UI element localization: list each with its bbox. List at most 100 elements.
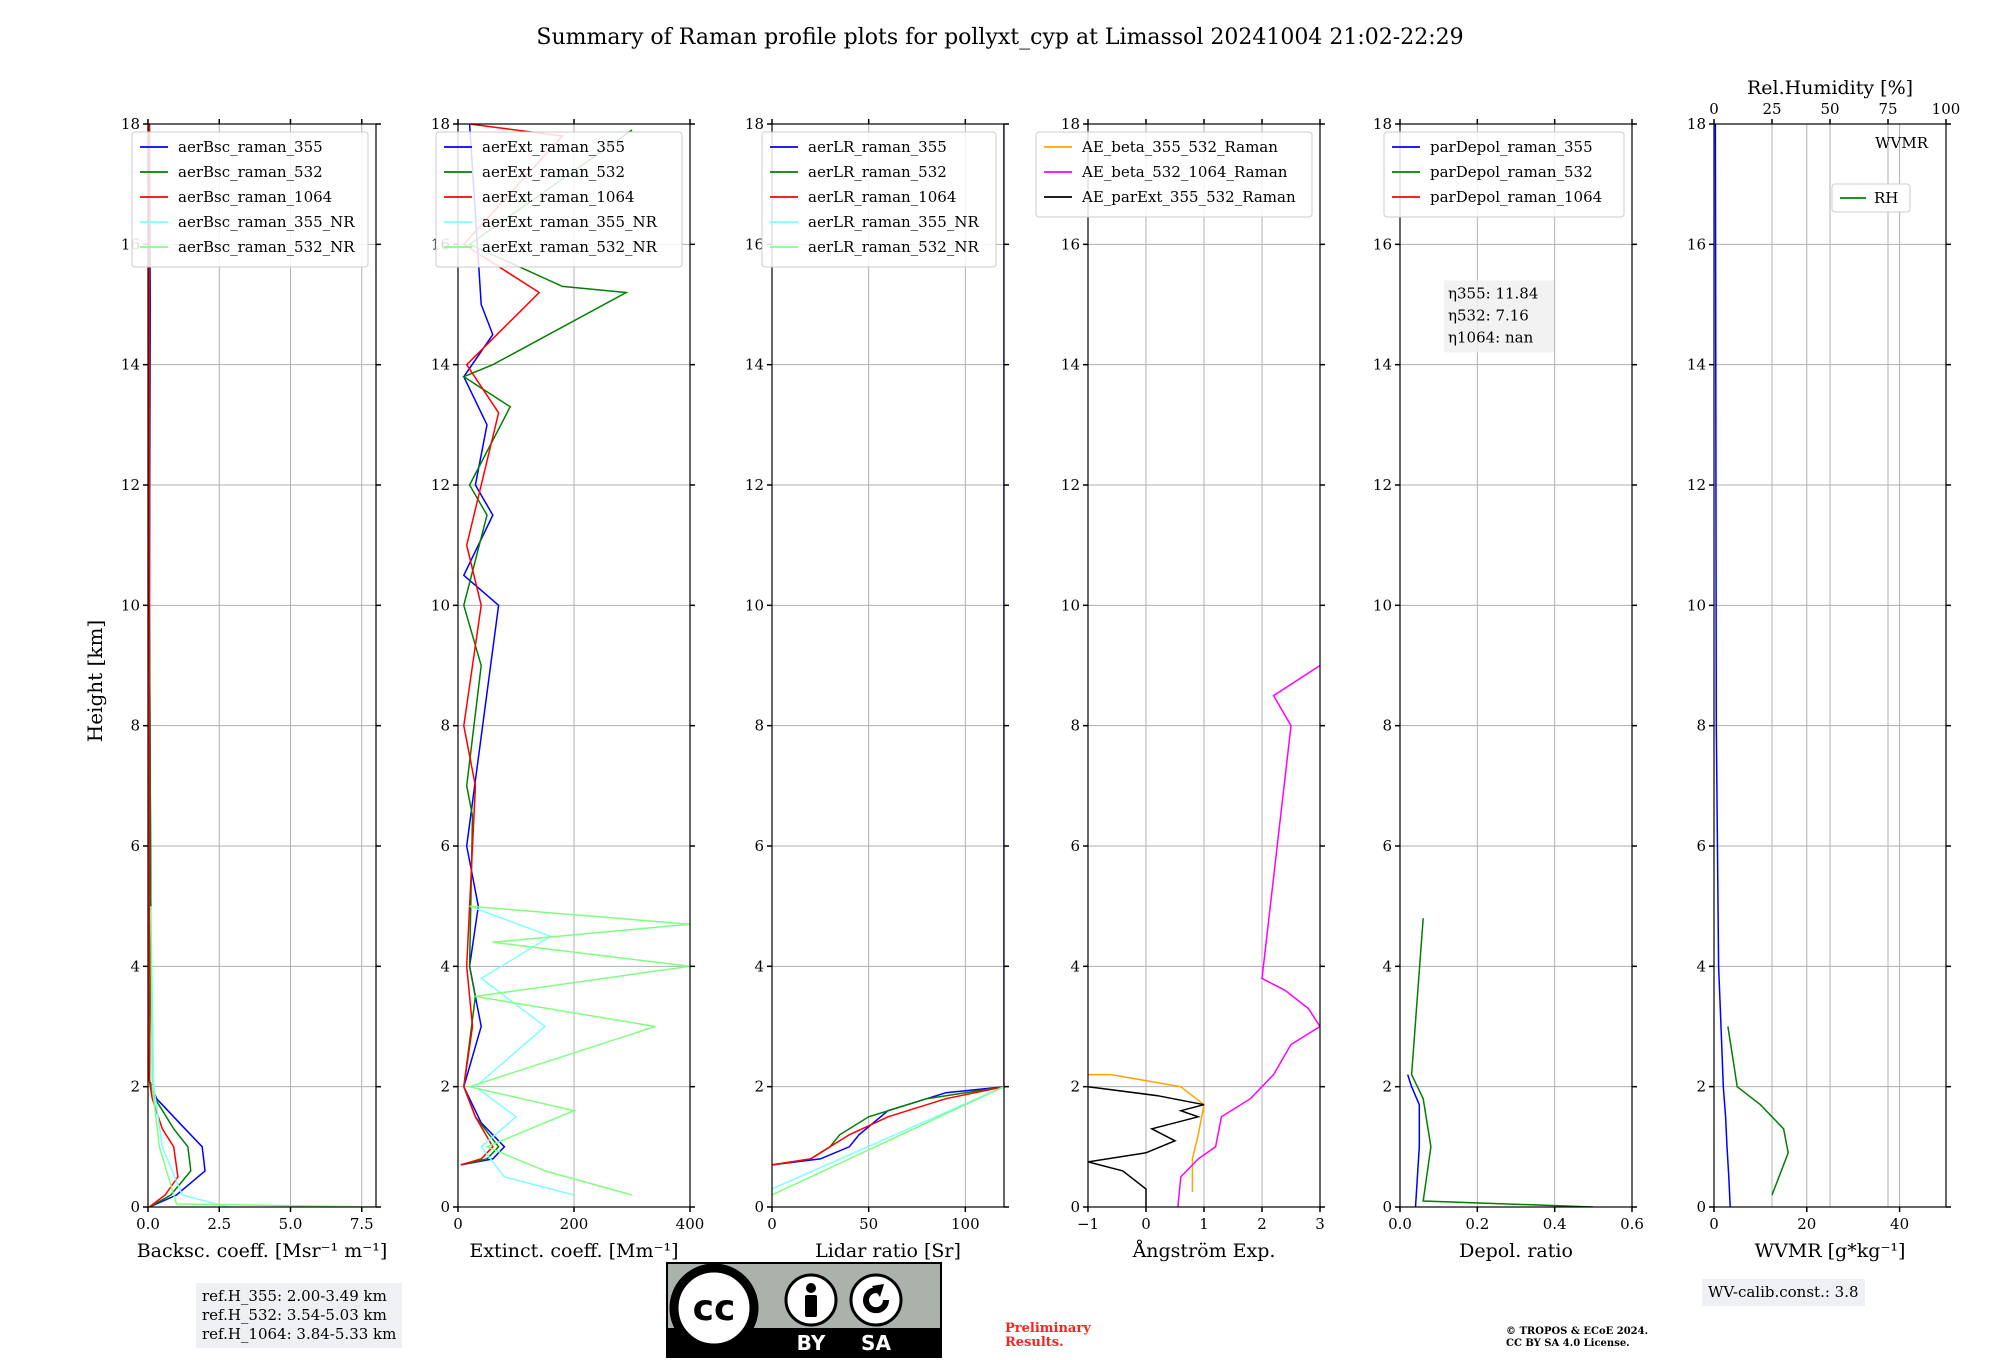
- y-tick-label: 14: [1687, 356, 1706, 374]
- panel-extinction: 0246810121416180200400Extinct. coeff. [M…: [431, 115, 704, 1262]
- y-tick-label: 10: [431, 596, 450, 614]
- x-tick-label: 0.0: [1388, 1215, 1412, 1233]
- panel-depolarization: 0 2 4 6 8 10 12 14 16 18 0.0 0.2 0.4 0.6 Depol. ratio p…: [1373, 115, 1644, 1262]
- series-line-parDepol_raman_355: [1406, 1074, 1421, 1207]
- legend-label: aerBsc_raman_355_NR: [178, 213, 355, 231]
- x-tick-label: 5.0: [279, 1215, 303, 1233]
- y-tick-label: 10: [745, 596, 764, 614]
- legend: parDepol_raman_355 parDepol_raman_532 parD…: [1383, 131, 1625, 218]
- x-tick-label: 7.5: [350, 1215, 374, 1233]
- y-tick-label: 14: [1373, 356, 1392, 374]
- series-line-aerBsc_raman_1064: [148, 124, 179, 1207]
- legend-label: AE_parExt_355_532_Raman: [1081, 188, 1296, 206]
- series-line-AE_beta_532_1064_Raman: [1177, 664, 1320, 1207]
- x-tick-label: 100: [951, 1215, 980, 1233]
- y-tick-label: 12: [1687, 476, 1706, 494]
- y-tick-label: 16: [1373, 235, 1392, 253]
- x-tick-label: 1: [1199, 1215, 1209, 1233]
- legend-label: aerExt_raman_532: [482, 163, 625, 181]
- y-tick-label: 12: [745, 476, 764, 494]
- eta-annotation: η355: 11.84: [1448, 284, 1538, 302]
- y-tick-label: 4: [754, 957, 764, 975]
- y-tick-label: 14: [431, 356, 450, 374]
- series-line-aerExt_raman_532: [460, 129, 633, 1166]
- y-tick-label: 2: [440, 1078, 450, 1096]
- sa-label: SA: [861, 1331, 891, 1355]
- y-tick-label: 6: [754, 837, 764, 855]
- y-tick-label: 8: [754, 717, 764, 735]
- series-line-RH: [1727, 1026, 1789, 1196]
- preliminary-note: Preliminary Results.: [1005, 1322, 1091, 1350]
- x-tick-label: 400: [676, 1215, 705, 1233]
- x-axis-label: WVMR [g*kg⁻¹]: [1755, 1240, 1906, 1262]
- top-x-tick-label: 0: [1709, 100, 1719, 118]
- legend-label: aerExt_raman_355_NR: [482, 213, 658, 231]
- x-tick-label: 40: [1890, 1215, 1909, 1233]
- series-line-aerBsc_raman_355: [148, 124, 206, 1207]
- axes-frame: [147, 123, 377, 1208]
- legend-label: aerBsc_raman_532: [178, 163, 323, 181]
- ref-height-532: ref.H_532: 3.54-5.03 km: [202, 1306, 387, 1324]
- y-tick-label: 0: [754, 1198, 764, 1216]
- x-tick-label: 0.0: [136, 1215, 160, 1233]
- series-line-aerLR_raman_532: [772, 1085, 1004, 1166]
- series-line-aerExt_raman_1064: [460, 124, 564, 1166]
- series-line-parDepol_raman_532: [1410, 918, 1594, 1207]
- x-tick-label: 200: [560, 1215, 589, 1233]
- y-tick-label: 8: [1696, 717, 1706, 735]
- legend: aerLR_raman_355 aerLR_raman_532 aerLR_rama…: [761, 131, 997, 268]
- axes-frame: [771, 123, 1005, 1208]
- y-tick-label: 14: [121, 356, 140, 374]
- legend-label: parDepol_raman_1064: [1430, 188, 1602, 206]
- legend-label: aerLR_raman_355_NR: [808, 213, 979, 231]
- y-tick-label: 12: [431, 476, 450, 494]
- y-tick-label: 10: [121, 596, 140, 614]
- legend-label: aerExt_raman_355: [482, 138, 625, 156]
- y-tick-label: 2: [1696, 1078, 1706, 1096]
- series-line-aerLR_raman_355: [772, 124, 1004, 1166]
- legend-label: parDepol_raman_355: [1430, 138, 1593, 156]
- legend-label: aerBsc_raman_355: [178, 138, 323, 156]
- copyright-line-1: © TROPOS & ECoE 2024.: [1506, 1326, 1649, 1337]
- cc-text: cc: [693, 1288, 736, 1329]
- wv-calib-label: WV-calib.const.: 3.8: [1708, 1283, 1859, 1301]
- series-group: [1406, 918, 1594, 1207]
- legend-label: AE_beta_532_1064_Raman: [1081, 163, 1288, 181]
- x-tick-label: 50: [859, 1215, 878, 1233]
- series-group: [1714, 124, 1789, 1207]
- y-tick-label: 4: [440, 957, 450, 975]
- x-axis-label: Extinct. coeff. [Mm⁻¹]: [469, 1240, 678, 1262]
- legend-label: aerLR_raman_1064: [808, 188, 956, 206]
- legend-label: AE_beta_355_532_Raman: [1081, 138, 1278, 156]
- y-tick-label: 14: [745, 356, 764, 374]
- y-tick-label: 0: [1070, 1198, 1080, 1216]
- eta-annotation: η532: 7.16: [1448, 306, 1529, 324]
- series-line-aerExt_raman_532_NR: [466, 905, 690, 1196]
- y-tick-label: 0: [1696, 1198, 1706, 1216]
- eta-annotation: η1064: nan: [1448, 328, 1534, 346]
- legend-label-wvmr: WVMR: [1875, 134, 1929, 152]
- y-tick-label: 12: [1061, 476, 1080, 494]
- series-line-aerBsc_raman_532: [148, 124, 192, 1207]
- wv-calib-box: WV-calib.const.: 3.8: [1702, 1279, 1865, 1306]
- series-line-aerLR_raman_532_NR: [772, 1086, 1004, 1196]
- legend-label: aerBsc_raman_532_NR: [178, 238, 355, 256]
- x-tick-label: 0.2: [1465, 1215, 1489, 1233]
- x-tick-label: 0: [453, 1215, 463, 1233]
- top-x-tick-label: 25: [1762, 100, 1781, 118]
- y-tick-label: 18: [1687, 115, 1706, 133]
- top-x-axis-label: Rel.Humidity [%]: [1747, 77, 1913, 99]
- ref-height-1064: ref.H_1064: 3.84-5.33 km: [202, 1325, 397, 1343]
- series-line-aerExt_raman_355_NR: [469, 905, 575, 1196]
- y-tick-label: 10: [1061, 596, 1080, 614]
- x-tick-label: −1: [1077, 1215, 1099, 1233]
- legend-label: aerLR_raman_532: [808, 163, 947, 181]
- sa-share-icon: [849, 1273, 903, 1327]
- y-tick-label: 4: [130, 957, 140, 975]
- y-tick-label: 6: [440, 837, 450, 855]
- x-tick-label: 2: [1257, 1215, 1267, 1233]
- series-line-aerLR_raman_355_NR: [772, 1086, 1004, 1190]
